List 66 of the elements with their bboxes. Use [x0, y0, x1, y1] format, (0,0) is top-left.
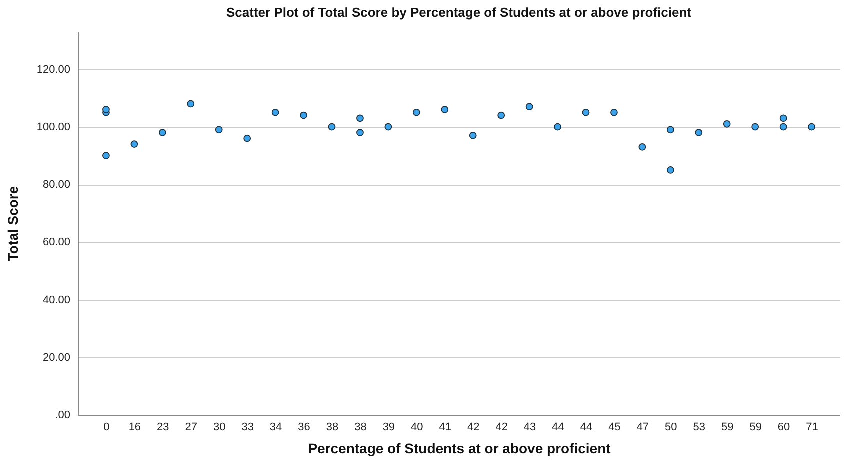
- x-tick-label: 42: [467, 422, 480, 434]
- point: [130, 140, 138, 148]
- point: [158, 129, 166, 136]
- x-tick-label: 44: [552, 422, 564, 434]
- x-tick-label: 44: [580, 422, 593, 434]
- point: [356, 129, 364, 136]
- x-tick-label: 38: [326, 422, 339, 434]
- x-tick-label: 0: [104, 422, 110, 434]
- point: [780, 123, 788, 131]
- x-tick-label: 41: [439, 422, 452, 434]
- point: [808, 123, 816, 131]
- x-tick-label: 45: [608, 422, 621, 434]
- point: [695, 129, 703, 136]
- x-tick-label: 27: [185, 422, 198, 434]
- point: [244, 134, 252, 142]
- y-tick-label: 80.00: [42, 179, 70, 192]
- point: [469, 132, 477, 140]
- point: [272, 108, 280, 116]
- y-axis-title: Total Score: [4, 186, 21, 262]
- x-tick-label: 71: [806, 422, 818, 434]
- point: [752, 123, 760, 131]
- y-tick-label: .00: [55, 410, 70, 422]
- y-tick-label: 40.00: [42, 294, 70, 306]
- point: [356, 114, 364, 122]
- y-tick-label: 20.00: [42, 352, 70, 364]
- x-tick-label: 39: [382, 422, 396, 434]
- point: [441, 106, 449, 114]
- point: [102, 106, 110, 114]
- point: [328, 123, 336, 131]
- point: [215, 126, 223, 134]
- point: [187, 100, 195, 108]
- y-tick-label: 100.00: [36, 122, 70, 134]
- x-tick-label: 60: [778, 422, 790, 434]
- x-tick-label: 36: [298, 422, 310, 434]
- point: [780, 114, 788, 122]
- x-tick-label: 53: [693, 422, 706, 434]
- point: [638, 144, 646, 151]
- x-tick-label: 16: [128, 422, 142, 434]
- point: [412, 108, 420, 116]
- point: [384, 123, 392, 131]
- point: [666, 166, 674, 174]
- x-tick-label: 34: [270, 422, 282, 434]
- x-tick-label: 50: [665, 422, 678, 434]
- point: [526, 103, 534, 111]
- x-tick-label: 30: [213, 422, 226, 434]
- x-tick-label: 33: [242, 422, 254, 434]
- y-tick-label: 120.00: [36, 64, 70, 76]
- x-tick-label: 23: [157, 422, 170, 434]
- point: [582, 108, 590, 116]
- point: [554, 123, 562, 131]
- point: [102, 152, 110, 160]
- x-axis-title: Percentage of Students at or above proficient: [308, 440, 612, 456]
- x-tick-label: 59: [721, 422, 734, 434]
- x-tick-label: 40: [411, 422, 424, 434]
- point: [723, 120, 731, 128]
- point: [498, 112, 506, 120]
- chart-title: Scatter Plot of Total Score by Percentage of Students at or above proficient: [226, 5, 692, 20]
- y-tick-label: 60.00: [42, 236, 70, 249]
- point: [610, 108, 618, 116]
- point: [666, 126, 674, 134]
- x-tick-label: 38: [354, 422, 367, 434]
- x-tick-label: 43: [524, 422, 536, 434]
- x-tick-label: 59: [750, 422, 762, 434]
- x-tick-label: 47: [636, 422, 650, 434]
- point: [300, 112, 308, 120]
- x-tick-label: 42: [496, 422, 508, 434]
